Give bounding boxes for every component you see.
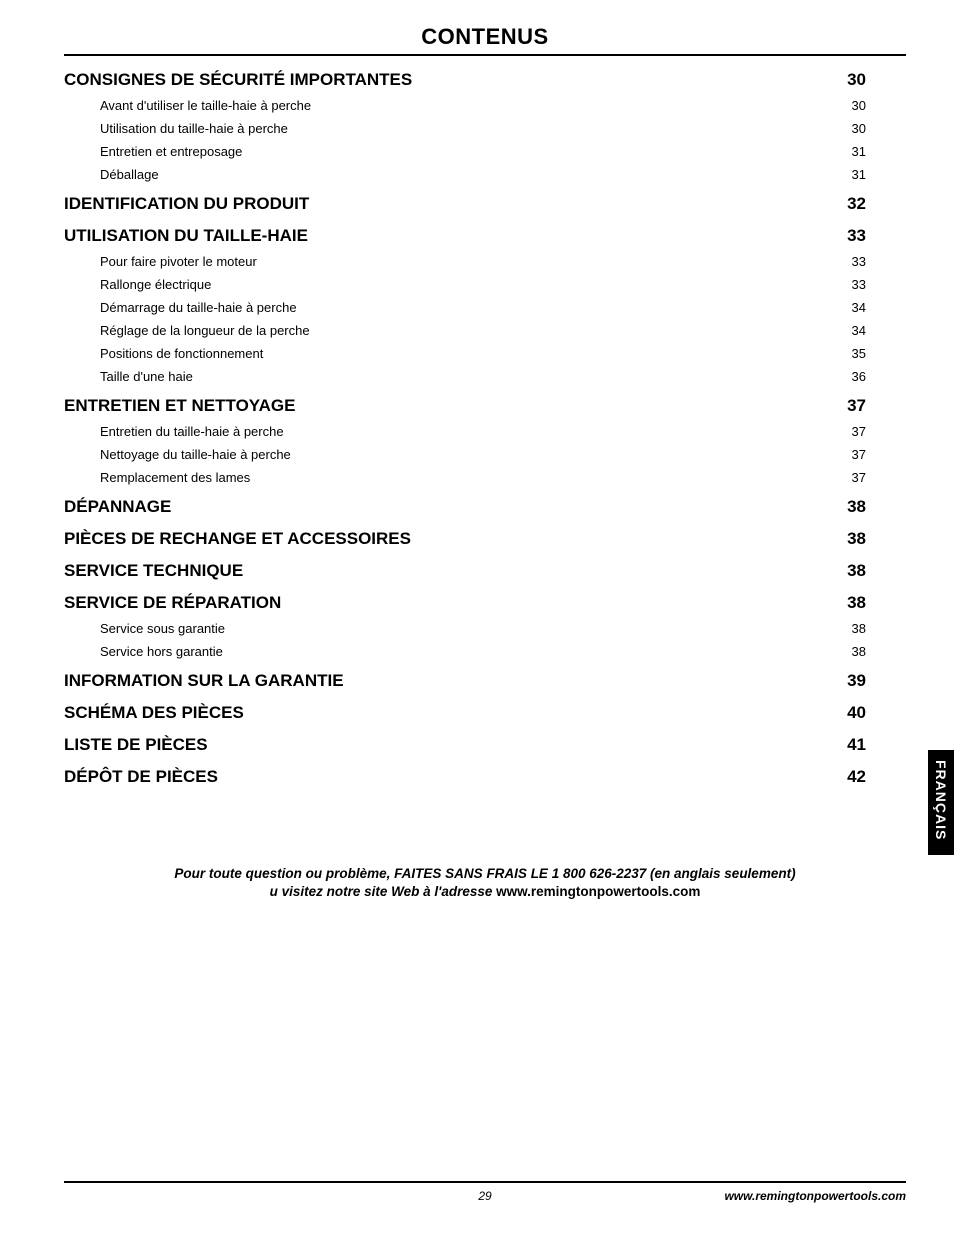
toc-sub-row: Remplacement des lames 37: [100, 470, 866, 485]
toc-sub-row: Déballage 31: [100, 167, 866, 182]
toc-sub-row: Pour faire pivoter le moteur 33: [100, 254, 866, 269]
toc-label: Service sous garantie: [100, 621, 225, 636]
toc-page-number: 36: [842, 369, 866, 384]
toc-section-row: INFORMATION SUR LA GARANTIE 39: [64, 671, 866, 691]
toc-page-number: 38: [842, 644, 866, 659]
toc-page-number: 42: [842, 767, 866, 787]
toc-section-row: SERVICE TECHNIQUE 38: [64, 561, 866, 581]
toc-section-row: IDENTIFICATION DU PRODUIT 32: [64, 194, 866, 214]
toc-label: Rallonge électrique: [100, 277, 211, 292]
toc-page-number: 33: [842, 226, 866, 246]
toc-label: Pour faire pivoter le moteur: [100, 254, 257, 269]
toc-label: CONSIGNES DE SÉCURITÉ IMPORTANTES: [64, 70, 412, 90]
toc-page-number: 34: [842, 300, 866, 315]
toc-label: Taille d'une haie: [100, 369, 193, 384]
toc-page-number: 33: [842, 277, 866, 292]
footer-rule: [64, 1181, 906, 1183]
toc-page-number: 30: [842, 121, 866, 136]
toc-label: Service hors garantie: [100, 644, 223, 659]
toc-section-row: SERVICE DE RÉPARATION 38: [64, 593, 866, 613]
toc-label: Entretien du taille-haie à perche: [100, 424, 284, 439]
toc-page-number: 33: [842, 254, 866, 269]
toc-page-number: 38: [842, 621, 866, 636]
toc-label: SERVICE DE RÉPARATION: [64, 593, 281, 613]
title-rule: [64, 54, 906, 56]
toc-page-number: 31: [842, 144, 866, 159]
note-line-2-prefix: u visitez notre site Web à l'adresse: [270, 884, 497, 899]
side-tab-label: FRANÇAIS: [933, 760, 949, 840]
toc-page-number: 38: [842, 529, 866, 549]
toc-label: Utilisation du taille-haie à perche: [100, 121, 288, 136]
toc-page-number: 38: [842, 593, 866, 613]
footer-url: www.remingtonpowertools.com: [625, 1189, 906, 1203]
toc-sub-row: Positions de fonctionnement 35: [100, 346, 866, 361]
note-line-2: u visitez notre site Web à l'adresse www…: [94, 883, 876, 901]
footer-row: 29 www.remingtonpowertools.com: [64, 1189, 906, 1203]
toc-page-number: 32: [842, 194, 866, 214]
toc-label: Positions de fonctionnement: [100, 346, 263, 361]
toc-section-row: DÉPÔT DE PIÈCES 42: [64, 767, 866, 787]
toc-page-number: 37: [842, 470, 866, 485]
toc-sub-row: Entretien et entreposage 31: [100, 144, 866, 159]
toc-page-number: 39: [842, 671, 866, 691]
table-of-contents: CONSIGNES DE SÉCURITÉ IMPORTANTES30Avant…: [64, 70, 906, 787]
toc-label: Nettoyage du taille-haie à perche: [100, 447, 291, 462]
toc-sub-row: Avant d'utiliser le taille-haie à perche…: [100, 98, 866, 113]
toc-label: Entretien et entreposage: [100, 144, 242, 159]
toc-page-number: 31: [842, 167, 866, 182]
footer-page-number: 29: [345, 1189, 626, 1203]
toc-label: ENTRETIEN ET NETTOYAGE: [64, 396, 295, 416]
toc-page-number: 41: [842, 735, 866, 755]
toc-sub-row: Rallonge électrique 33: [100, 277, 866, 292]
toc-label: Avant d'utiliser le taille-haie à perche: [100, 98, 311, 113]
toc-label: INFORMATION SUR LA GARANTIE: [64, 671, 344, 691]
toc-label: DÉPÔT DE PIÈCES: [64, 767, 218, 787]
toc-label: Réglage de la longueur de la perche: [100, 323, 310, 338]
language-side-tab: FRANÇAIS: [928, 750, 954, 855]
page-footer: 29 www.remingtonpowertools.com: [64, 1181, 906, 1203]
note-url: www.remingtonpowertools.com: [496, 884, 700, 899]
toc-section-row: CONSIGNES DE SÉCURITÉ IMPORTANTES 30: [64, 70, 866, 90]
toc-sub-row: Service hors garantie 38: [100, 644, 866, 659]
toc-page-number: 37: [842, 447, 866, 462]
document-page: CONTENUS CONSIGNES DE SÉCURITÉ IMPORTANT…: [0, 0, 954, 1235]
toc-page-number: 38: [842, 497, 866, 517]
page-title: CONTENUS: [64, 24, 906, 50]
toc-section-row: PIÈCES DE RECHANGE ET ACCESSOIRES 38: [64, 529, 866, 549]
toc-label: UTILISATION DU TAILLE-HAIE: [64, 226, 308, 246]
toc-page-number: 37: [842, 396, 866, 416]
toc-page-number: 34: [842, 323, 866, 338]
toc-sub-row: Utilisation du taille-haie à perche 30: [100, 121, 866, 136]
toc-label: Remplacement des lames: [100, 470, 250, 485]
toc-section-row: LISTE DE PIÈCES 41: [64, 735, 866, 755]
toc-section-row: ENTRETIEN ET NETTOYAGE 37: [64, 396, 866, 416]
toc-label: PIÈCES DE RECHANGE ET ACCESSOIRES: [64, 529, 411, 549]
toc-label: IDENTIFICATION DU PRODUIT: [64, 194, 309, 214]
toc-section-row: SCHÉMA DES PIÈCES 40: [64, 703, 866, 723]
toc-label: DÉPANNAGE: [64, 497, 171, 517]
toc-sub-row: Réglage de la longueur de la perche 34: [100, 323, 866, 338]
toc-page-number: 40: [842, 703, 866, 723]
toc-sub-row: Entretien du taille-haie à perche 37: [100, 424, 866, 439]
toc-page-number: 30: [842, 70, 866, 90]
toc-sub-row: Nettoyage du taille-haie à perche 37: [100, 447, 866, 462]
note-line-1: Pour toute question ou problème, FAITES …: [94, 865, 876, 883]
toc-label: Démarrage du taille-haie à perche: [100, 300, 297, 315]
toc-page-number: 35: [842, 346, 866, 361]
toc-page-number: 38: [842, 561, 866, 581]
toc-sub-row: Taille d'une haie 36: [100, 369, 866, 384]
toc-page-number: 30: [842, 98, 866, 113]
toc-label: SCHÉMA DES PIÈCES: [64, 703, 244, 723]
contact-note: Pour toute question ou problème, FAITES …: [64, 865, 906, 900]
footer-left-spacer: [64, 1189, 345, 1203]
toc-section-row: DÉPANNAGE 38: [64, 497, 866, 517]
toc-page-number: 37: [842, 424, 866, 439]
toc-sub-row: Démarrage du taille-haie à perche 34: [100, 300, 866, 315]
toc-sub-row: Service sous garantie 38: [100, 621, 866, 636]
toc-label: LISTE DE PIÈCES: [64, 735, 208, 755]
toc-label: SERVICE TECHNIQUE: [64, 561, 243, 581]
toc-label: Déballage: [100, 167, 159, 182]
toc-section-row: UTILISATION DU TAILLE-HAIE 33: [64, 226, 866, 246]
